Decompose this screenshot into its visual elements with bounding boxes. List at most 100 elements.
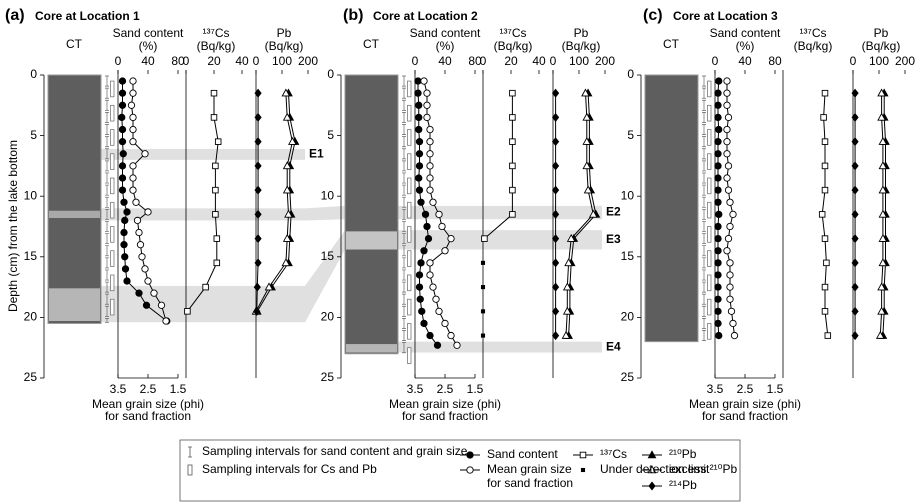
sampling-interval-bar: [702, 173, 706, 183]
marker: [481, 310, 484, 313]
track-label: Pb: [574, 26, 589, 40]
event-band: [100, 208, 305, 220]
marker: [427, 126, 433, 132]
marker: [211, 115, 217, 121]
marker: [727, 296, 733, 302]
sampling-interval-box: [708, 323, 712, 339]
marker: [580, 452, 586, 458]
sampling-interval-bar: [702, 112, 706, 122]
marker: [553, 186, 559, 194]
marker: [142, 151, 148, 157]
marker: [448, 235, 454, 241]
marker: [715, 248, 721, 254]
sampling-interval-box: [708, 130, 712, 146]
marker: [725, 163, 731, 169]
marker: [725, 187, 731, 193]
marker: [136, 229, 142, 235]
marker: [427, 151, 433, 157]
x-tick-label: 0: [115, 54, 122, 68]
x-tick-label: 0: [253, 54, 260, 68]
marker: [448, 332, 454, 338]
marker: [137, 241, 143, 247]
sampling-interval-bar: [702, 185, 706, 195]
ct-label: CT: [663, 37, 680, 51]
marker: [724, 248, 730, 254]
marker: [119, 187, 125, 193]
ct-image: [48, 75, 101, 323]
marker: [416, 151, 422, 157]
sampling-interval-bar: [105, 100, 109, 110]
y-tick-label: 0: [327, 67, 334, 81]
sampling-interval-box: [708, 251, 712, 267]
marker: [415, 78, 421, 84]
x-tick-label: 20: [207, 54, 221, 68]
marker: [415, 90, 421, 96]
x-tick-label: 100: [569, 54, 589, 68]
y-tick-label: 20: [24, 310, 38, 324]
marker: [430, 199, 436, 205]
sampling-interval-box: [111, 251, 115, 267]
marker: [822, 90, 828, 96]
sampling-interval-bar: [105, 112, 109, 122]
sampling-interval-box: [111, 154, 115, 170]
event-label: E2: [606, 205, 621, 219]
marker: [724, 90, 730, 96]
marker: [424, 102, 430, 108]
x-tick-label: 20: [504, 54, 518, 68]
y-tick-label: 25: [621, 370, 635, 384]
sampling-interval-bar: [402, 306, 406, 316]
sampling-interval-bar: [702, 209, 706, 219]
sampling-interval-box: [408, 323, 412, 339]
ct-streak: [49, 211, 100, 218]
marker: [130, 163, 136, 169]
track-label: ¹³⁷Cs: [500, 26, 527, 40]
y-tick-label: 0: [30, 67, 37, 81]
marker: [510, 212, 516, 218]
marker: [130, 175, 136, 181]
sampling-interval-box: [408, 81, 412, 97]
sampling-interval-bar: [402, 331, 406, 341]
marker: [819, 212, 825, 218]
x2-tick-label: 2.5: [140, 382, 157, 396]
y-tick-label: 5: [327, 128, 334, 142]
sampling-interval-bar: [402, 112, 406, 122]
marker: [715, 175, 721, 181]
y-tick-label: 25: [24, 370, 38, 384]
figure: (a)Core at Location 1CTDepth (cm) from t…: [0, 0, 920, 504]
marker: [120, 151, 126, 157]
marker: [715, 138, 721, 144]
sampling-interval-bar: [402, 221, 406, 231]
marker: [715, 296, 721, 302]
y-tick-label: 10: [621, 188, 635, 202]
y-tick-label: 15: [24, 249, 38, 263]
marker: [430, 284, 436, 290]
marker: [715, 151, 721, 157]
marker: [481, 261, 484, 264]
marker: [553, 89, 559, 97]
x2-tick-label: 2.5: [437, 382, 454, 396]
track-label: Pb: [874, 26, 889, 40]
marker: [510, 139, 516, 145]
sampling-interval-bar: [105, 88, 109, 98]
marker: [122, 254, 128, 260]
marker: [442, 248, 448, 254]
x-tick-label: 100: [272, 54, 292, 68]
marker: [727, 260, 733, 266]
marker: [427, 272, 433, 278]
marker: [124, 209, 130, 215]
sampling-interval-bar: [702, 124, 706, 134]
profile-line: [256, 93, 292, 311]
marker: [715, 102, 721, 108]
marker: [725, 235, 731, 241]
marker: [416, 138, 422, 144]
marker: [715, 235, 721, 241]
event-band: [397, 342, 602, 353]
marker: [481, 286, 484, 289]
marker: [510, 163, 516, 169]
marker: [130, 138, 136, 144]
marker: [119, 90, 125, 96]
x2-tick-label: 3.5: [110, 382, 127, 396]
sampling-interval-bar: [402, 88, 406, 98]
marker: [203, 284, 209, 290]
track-label: (Bq/kg): [562, 39, 601, 53]
